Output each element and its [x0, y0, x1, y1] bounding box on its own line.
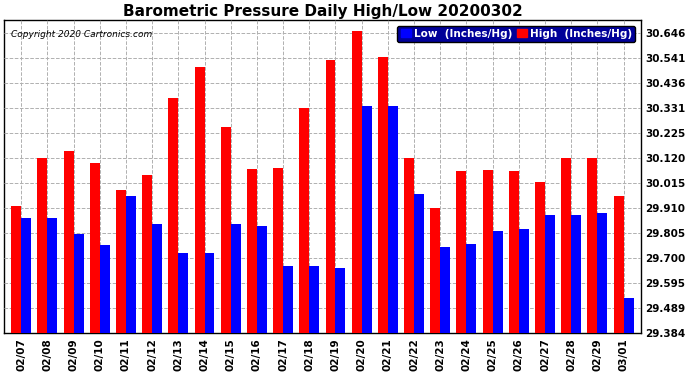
Bar [545, 215, 555, 333]
Bar [11, 206, 21, 333]
Bar [388, 106, 398, 333]
Bar [21, 218, 31, 333]
Bar [37, 158, 48, 333]
Title: Barometric Pressure Daily High/Low 20200302: Barometric Pressure Daily High/Low 20200… [123, 4, 522, 19]
Bar [561, 158, 571, 333]
Bar [431, 208, 440, 333]
Bar [152, 224, 162, 333]
Bar [378, 57, 388, 333]
Bar [90, 163, 100, 333]
Bar [116, 190, 126, 333]
Bar [204, 253, 215, 333]
Bar [299, 108, 309, 333]
Bar [493, 231, 502, 333]
Bar [74, 234, 83, 333]
Bar [335, 267, 346, 333]
Bar [466, 244, 476, 333]
Bar [624, 298, 633, 333]
Bar [519, 230, 529, 333]
Bar [142, 175, 152, 333]
Bar [457, 171, 466, 333]
Bar [168, 98, 178, 333]
Bar [309, 266, 319, 333]
Bar [509, 171, 519, 333]
Bar [283, 266, 293, 333]
Bar [195, 67, 204, 333]
Bar [587, 158, 598, 333]
Bar [257, 226, 267, 333]
Legend: Low  (Inches/Hg), High  (Inches/Hg): Low (Inches/Hg), High (Inches/Hg) [397, 26, 635, 42]
Bar [440, 247, 450, 333]
Bar [414, 194, 424, 333]
Text: Copyright 2020 Cartronics.com: Copyright 2020 Cartronics.com [10, 30, 152, 39]
Bar [404, 158, 414, 333]
Bar [613, 196, 624, 333]
Bar [362, 106, 372, 333]
Bar [230, 224, 241, 333]
Bar [221, 127, 230, 333]
Bar [535, 182, 545, 333]
Bar [483, 170, 493, 333]
Bar [571, 215, 581, 333]
Bar [100, 245, 110, 333]
Bar [352, 31, 362, 333]
Bar [48, 218, 57, 333]
Bar [326, 60, 335, 333]
Bar [273, 168, 283, 333]
Bar [126, 196, 136, 333]
Bar [63, 151, 74, 333]
Bar [178, 253, 188, 333]
Bar [598, 213, 607, 333]
Bar [247, 169, 257, 333]
